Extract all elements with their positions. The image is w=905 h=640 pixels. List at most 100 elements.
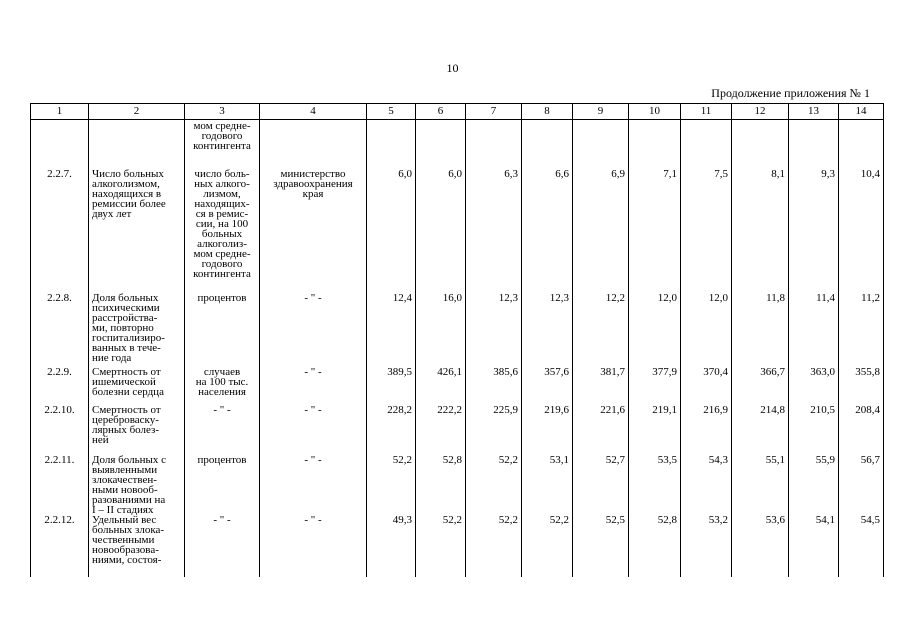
- value-cell: 208,4: [838, 405, 884, 455]
- value-cell: 52,2: [521, 515, 573, 577]
- value-cell: 16,0: [415, 293, 466, 367]
- value-cell: 56,7: [838, 455, 884, 515]
- unit-cell: - " -: [184, 405, 260, 455]
- value-cell: 222,2: [415, 405, 466, 455]
- column-header-5: 5: [366, 103, 416, 120]
- value-cell: 6,6: [521, 169, 573, 293]
- value-cell: 357,6: [521, 367, 573, 405]
- value-cell: 8,1: [731, 169, 789, 293]
- row-number-cell: 2.2.9.: [30, 367, 89, 405]
- value-cell: 6,0: [366, 169, 416, 293]
- value-cell: 49,3: [366, 515, 416, 577]
- value-cell: 210,5: [788, 405, 839, 455]
- empty-cell: [415, 119, 466, 169]
- row-number-cell: 2.2.12.: [30, 515, 89, 577]
- value-cell: 216,9: [680, 405, 732, 455]
- value-cell: 6,0: [415, 169, 466, 293]
- column-header-11: 11: [680, 103, 732, 120]
- unit-cell: - " -: [184, 515, 260, 577]
- empty-cell: [628, 119, 681, 169]
- value-cell: 53,5: [628, 455, 681, 515]
- empty-cell: [572, 119, 629, 169]
- page-number: 10: [446, 61, 459, 75]
- value-cell: 12,2: [572, 293, 629, 367]
- source-cell: министерство здравоохранения края: [259, 169, 367, 293]
- value-cell: 12,3: [465, 293, 522, 367]
- table-row: 2.2.7. Число больных алкоголизмом, находящи…: [30, 169, 884, 293]
- value-cell: 377,9: [628, 367, 681, 405]
- value-cell: 228,2: [366, 405, 416, 455]
- table-row: 2.2.12. Удельный вес больных злока-чествен…: [30, 515, 884, 577]
- continuation-label: Продолжение приложения № 1: [711, 86, 870, 100]
- value-cell: 11,8: [731, 293, 789, 367]
- indicator-name-cell: Смертность от ишемической болезни сердца: [88, 367, 185, 405]
- value-cell: 12,4: [366, 293, 416, 367]
- column-header-1: 1: [30, 103, 89, 120]
- value-cell: 9,3: [788, 169, 839, 293]
- value-cell: 385,6: [465, 367, 522, 405]
- value-cell: 11,4: [788, 293, 839, 367]
- value-cell: 6,9: [572, 169, 629, 293]
- column-header-13: 13: [788, 103, 839, 120]
- value-cell: 6,3: [465, 169, 522, 293]
- value-cell: 221,6: [572, 405, 629, 455]
- empty-cell: [366, 119, 416, 169]
- value-cell: 10,4: [838, 169, 884, 293]
- empty-cell: [521, 119, 573, 169]
- empty-cell: [88, 119, 185, 169]
- empty-cell: [731, 119, 789, 169]
- value-cell: 55,9: [788, 455, 839, 515]
- table-row: 2.2.11. Доля больных с выявленными злокачес…: [30, 455, 884, 515]
- value-cell: 54,5: [838, 515, 884, 577]
- value-cell: 52,2: [465, 515, 522, 577]
- table-row: 2.2.8. Доля больных психическими расстройст…: [30, 293, 884, 367]
- value-cell: 52,2: [415, 515, 466, 577]
- header-row: 1 2 3 4 5 6 7 8 9 10 11 12 13 14: [30, 103, 884, 120]
- unit-cell: мом средне-годового контингента: [184, 119, 260, 169]
- value-cell: 53,6: [731, 515, 789, 577]
- source-cell: - " -: [259, 367, 367, 405]
- table-row: мом средне-годового контингента: [30, 119, 884, 169]
- value-cell: 52,7: [572, 455, 629, 515]
- empty-cell: [259, 119, 367, 169]
- value-cell: 53,1: [521, 455, 573, 515]
- source-cell: - " -: [259, 293, 367, 367]
- unit-cell: число боль-ных алкого-лизмом, находящих-с…: [184, 169, 260, 293]
- row-number-cell: 2.2.10.: [30, 405, 89, 455]
- indicator-name-cell: Доля больных с выявленными злокачествен-ны…: [88, 455, 185, 515]
- value-cell: 54,3: [680, 455, 732, 515]
- empty-cell: [680, 119, 732, 169]
- unit-cell: процентов: [184, 293, 260, 367]
- column-header-12: 12: [731, 103, 789, 120]
- source-cell: - " -: [259, 515, 367, 577]
- empty-cell: [465, 119, 522, 169]
- column-header-6: 6: [415, 103, 466, 120]
- value-cell: 214,8: [731, 405, 789, 455]
- value-cell: 12,3: [521, 293, 573, 367]
- indicators-table: 1 2 3 4 5 6 7 8 9 10 11 12 13 14 мом средне-годового к…: [30, 103, 884, 577]
- row-number-cell: 2.2.11.: [30, 455, 89, 515]
- value-cell: 12,0: [680, 293, 732, 367]
- value-cell: 52,5: [572, 515, 629, 577]
- table-row: 2.2.10. Смертность от цереброваску-лярных …: [30, 405, 884, 455]
- empty-cell: [838, 119, 884, 169]
- value-cell: 219,1: [628, 405, 681, 455]
- value-cell: 7,5: [680, 169, 732, 293]
- value-cell: 53,2: [680, 515, 732, 577]
- unit-cell: случаев на 100 тыс. населения: [184, 367, 260, 405]
- value-cell: 52,2: [366, 455, 416, 515]
- column-header-10: 10: [628, 103, 681, 120]
- empty-cell: [30, 119, 89, 169]
- value-cell: 363,0: [788, 367, 839, 405]
- value-cell: 7,1: [628, 169, 681, 293]
- source-cell: - " -: [259, 455, 367, 515]
- column-header-4: 4: [259, 103, 367, 120]
- column-header-2: 2: [88, 103, 185, 120]
- column-header-9: 9: [572, 103, 629, 120]
- value-cell: 389,5: [366, 367, 416, 405]
- value-cell: 355,8: [838, 367, 884, 405]
- column-header-3: 3: [184, 103, 260, 120]
- value-cell: 225,9: [465, 405, 522, 455]
- column-header-7: 7: [465, 103, 522, 120]
